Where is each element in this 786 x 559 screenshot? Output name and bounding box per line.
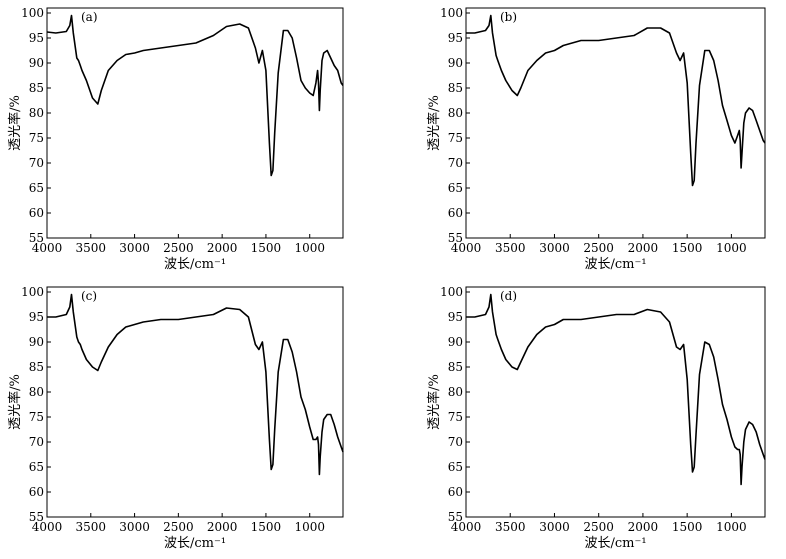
x-tick-label: 1000 (294, 520, 325, 534)
x-tick-label: 1500 (672, 241, 703, 255)
plot-frame (465, 7, 766, 239)
x-tick-label: 4000 (451, 241, 482, 255)
y-tick-label: 60 (448, 485, 463, 499)
x-axis-title: 波长/cm⁻¹ (164, 257, 226, 272)
y-tick-label: 100 (440, 285, 463, 299)
x-tick-label: 4000 (451, 520, 482, 534)
y-tick-label: 75 (448, 410, 463, 424)
plot-frame (46, 286, 344, 518)
x-tick-label: 1500 (251, 520, 282, 534)
panel-1: 55 60 65 70 75 80 85 90 95 100 4000 3500 3000 2500 200… (426, 6, 766, 272)
y-tick-label: 95 (29, 31, 44, 45)
y-tick-label: 85 (448, 81, 463, 95)
y-tick-label: 95 (29, 310, 44, 324)
y-tick-label: 60 (29, 485, 44, 499)
x-tick-label: 3500 (495, 241, 526, 255)
x-axis-title: 波长/cm⁻¹ (584, 257, 646, 272)
y-tick-label: 90 (29, 56, 44, 70)
x-tick-label: 3000 (539, 241, 570, 255)
y-tick-label: 55 (448, 231, 463, 245)
panel-label: (b) (500, 10, 517, 24)
panel-3: 55 60 65 70 75 80 85 90 95 100 4000 3500 3000 2500 200… (426, 285, 766, 551)
spectrum-line (466, 293, 766, 486)
x-tick-label: 3500 (76, 241, 107, 255)
spectrum-line (47, 293, 344, 476)
x-tick-label: 1000 (294, 241, 325, 255)
y-tick-label: 80 (448, 106, 463, 120)
y-tick-label: 75 (29, 410, 44, 424)
y-tick-label: 65 (448, 181, 463, 195)
x-tick-label: 4000 (32, 520, 63, 534)
x-tick-label: 3000 (119, 241, 150, 255)
x-tick-label: 3500 (76, 520, 107, 534)
y-tick-label: 85 (29, 81, 44, 95)
x-tick-label: 2500 (583, 241, 614, 255)
y-tick-label: 60 (448, 206, 463, 220)
y-tick-label: 55 (29, 231, 44, 245)
y-tick-label: 80 (448, 385, 463, 399)
y-axis-title: 透光率/% (7, 95, 23, 151)
plot-frame (46, 7, 344, 239)
y-axis-title: 透光率/% (426, 95, 442, 151)
y-tick-label: 70 (448, 156, 463, 170)
y-tick-label: 85 (448, 360, 463, 374)
y-tick-label: 95 (448, 31, 463, 45)
y-tick-label: 75 (29, 131, 44, 145)
y-tick-label: 60 (29, 206, 44, 220)
x-tick-label: 3500 (495, 520, 526, 534)
x-tick-label: 2500 (583, 520, 614, 534)
panel-2: 55 60 65 70 75 80 85 90 95 100 4000 3500 3000 2500 200… (7, 285, 344, 551)
y-tick-label: 55 (448, 510, 463, 524)
y-tick-label: 100 (440, 6, 463, 20)
x-tick-label: 1500 (672, 520, 703, 534)
spectrum-line (466, 14, 766, 187)
y-tick-label: 75 (448, 131, 463, 145)
y-tick-label: 70 (448, 435, 463, 449)
spectrum-line (46, 14, 344, 177)
x-tick-label: 1000 (716, 241, 747, 255)
y-tick-label: 100 (21, 6, 44, 20)
x-tick-label: 3000 (119, 520, 150, 534)
y-axis-title: 透光率/% (426, 374, 442, 430)
x-tick-label: 4000 (32, 241, 63, 255)
y-tick-label: 70 (29, 435, 44, 449)
panel-0: 55 60 65 70 75 80 85 90 95 100 4000 3500 3000 2500 200… (7, 6, 344, 272)
y-tick-label: 55 (29, 510, 44, 524)
x-axis-title: 波长/cm⁻¹ (584, 536, 646, 551)
y-tick-label: 95 (448, 310, 463, 324)
y-axis-title: 透光率/% (7, 374, 23, 430)
x-tick-label: 2000 (207, 520, 238, 534)
x-tick-label: 1000 (716, 520, 747, 534)
panel-label: (a) (81, 10, 98, 24)
y-tick-label: 100 (21, 285, 44, 299)
y-tick-label: 80 (29, 106, 44, 120)
x-tick-label: 1500 (251, 241, 282, 255)
x-tick-label: 2500 (163, 520, 194, 534)
panel-label: (c) (81, 289, 97, 303)
x-tick-label: 2000 (628, 241, 659, 255)
y-tick-label: 90 (29, 335, 44, 349)
panel-label: (d) (500, 289, 517, 303)
x-tick-label: 2000 (207, 241, 238, 255)
y-tick-label: 65 (448, 460, 463, 474)
x-tick-label: 3000 (539, 520, 570, 534)
y-tick-label: 65 (29, 460, 44, 474)
x-tick-label: 2500 (163, 241, 194, 255)
y-tick-label: 90 (448, 56, 463, 70)
y-tick-label: 85 (29, 360, 44, 374)
y-tick-label: 70 (29, 156, 44, 170)
y-tick-label: 90 (448, 335, 463, 349)
x-tick-label: 2000 (628, 520, 659, 534)
x-axis-title: 波长/cm⁻¹ (164, 536, 226, 551)
y-tick-label: 80 (29, 385, 44, 399)
plot-frame (465, 286, 766, 518)
y-tick-label: 65 (29, 181, 44, 195)
